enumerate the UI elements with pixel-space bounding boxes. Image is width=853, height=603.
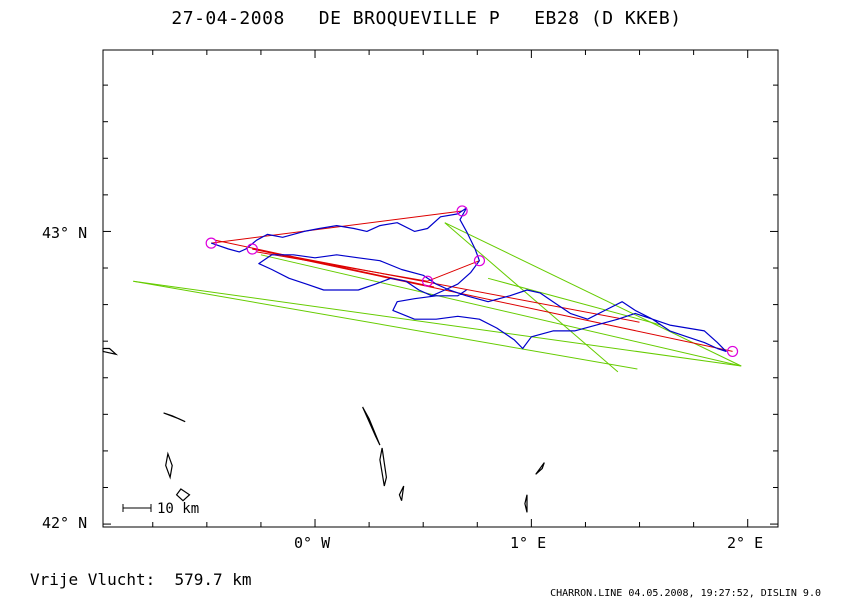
sector-line <box>444 222 742 367</box>
turnpoint-marker <box>246 243 258 255</box>
flight-title: 27-04-2008 DE BROQUEVILLE P EB28 (D KKEB… <box>171 8 682 29</box>
turnpoint-marker <box>726 345 739 358</box>
x-tick-label-1e: 1° E <box>510 534 547 552</box>
task-lines <box>211 210 733 352</box>
y-tick-label-42n: 42° N <box>42 514 88 532</box>
sector-lines <box>133 222 742 373</box>
scale-bar-label: 10 km <box>157 501 199 517</box>
map-frame <box>102 49 779 528</box>
sector-line <box>260 254 742 367</box>
terrain-outline <box>102 347 119 356</box>
x-tick-label-2e: 2° E <box>727 534 764 552</box>
sector-line <box>487 277 662 326</box>
turnpoint-marker <box>205 237 217 249</box>
turnpoint-marker <box>421 275 434 287</box>
terrain-outline <box>524 494 528 513</box>
task-line <box>252 248 640 323</box>
terrain-outline <box>362 406 381 446</box>
flight-track <box>211 207 727 352</box>
scale-bar: 10 km <box>122 501 199 517</box>
sector-line <box>444 222 619 373</box>
terrain-outline <box>379 447 388 487</box>
footer-info: CHARRON.LINE 04.05.2008, 19:27:52, DISLI… <box>550 588 821 599</box>
turnpoint-markers <box>205 205 739 358</box>
x-tick-label-0w: 0° W <box>294 534 331 552</box>
y-tick-label-43n: 43° N <box>42 224 88 242</box>
terrain-outline <box>535 462 545 475</box>
turnpoint-marker <box>456 205 468 217</box>
terrain-outline <box>398 485 405 501</box>
task-line <box>427 260 480 282</box>
task-line <box>211 210 463 244</box>
terrain-outlines <box>102 347 545 513</box>
terrain-outline <box>175 488 191 502</box>
sector-line <box>133 280 638 370</box>
free-flight-distance: Vrije Vlucht: 579.7 km <box>30 570 252 589</box>
terrain-outline <box>163 412 186 423</box>
sector-line <box>133 280 742 367</box>
terrain-outline <box>165 451 173 480</box>
flight-track-line <box>211 207 727 352</box>
map-ticks <box>103 50 778 527</box>
turnpoint-marker <box>473 255 486 267</box>
